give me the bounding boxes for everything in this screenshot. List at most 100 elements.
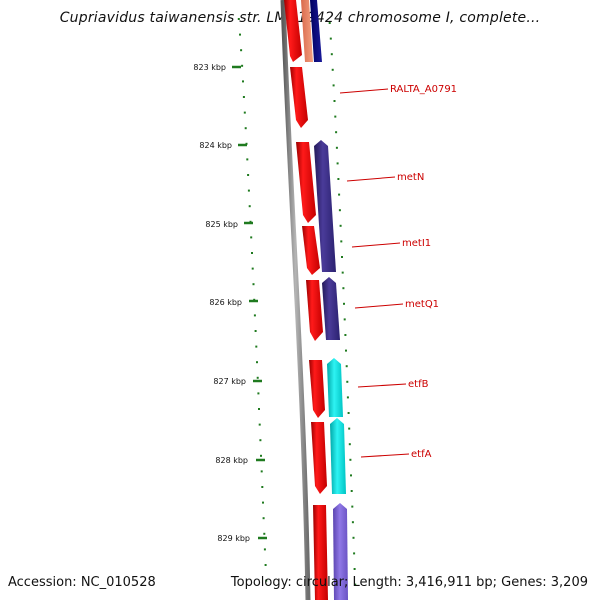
- minor-tick-dot: [344, 334, 347, 336]
- genome-title: Cupriavidus taiwanensis str. LMG19424 ch…: [59, 10, 541, 26]
- gene-label-RALTA_A0791[interactable]: RALTA_A0791: [339, 84, 457, 95]
- gene-label-etfB[interactable]: etfB: [357, 379, 429, 390]
- minor-tick-dot: [351, 505, 354, 508]
- minor-tick-dot: [350, 474, 352, 477]
- minor-tick-dot: [351, 521, 354, 524]
- minor-tick-dot: [330, 53, 333, 56]
- minor-tick-dot: [248, 205, 251, 208]
- forward-gene-etfA[interactable]: [311, 422, 327, 494]
- minor-tick-dot: [350, 490, 353, 492]
- forward-gene-partial-bottom[interactable]: [313, 505, 328, 600]
- minor-tick-dot: [341, 256, 343, 258]
- scale-tick-828: 828 kbp: [215, 456, 265, 465]
- scale-tick-826: 826 kbp: [209, 298, 258, 307]
- minor-tick-dot: [333, 100, 336, 102]
- minor-tick-dot: [354, 583, 357, 586]
- minor-tick-dot: [243, 111, 246, 114]
- minor-tick-dot: [338, 209, 341, 212]
- reverse-gene-partial-top-navy[interactable]: [310, 0, 322, 62]
- reverse-gene-partial-top-salmon[interactable]: [301, 0, 313, 62]
- reverse-gene-cyan-2[interactable]: [330, 418, 346, 494]
- gene-label-text[interactable]: etfA: [411, 449, 432, 460]
- minor-tick-dot: [264, 564, 267, 566]
- minor-tick-dot: [237, 18, 240, 20]
- minor-tick-dot: [331, 68, 334, 71]
- gene-label-metN[interactable]: metN: [346, 172, 424, 183]
- minor-tick-dot: [334, 115, 337, 118]
- minor-tick-dot: [242, 96, 245, 98]
- scale-tick-825: 825 kbp: [205, 220, 253, 229]
- tick-label: 826 kbp: [209, 298, 242, 307]
- tick-label: 824 kbp: [199, 141, 232, 150]
- forward-gene-RALTA_A0791[interactable]: [290, 67, 308, 128]
- minor-tick-dot: [256, 376, 259, 379]
- minor-tick-dot: [341, 271, 344, 274]
- forward-gene-etfB[interactable]: [309, 360, 325, 418]
- reverse-gene-cyan-1[interactable]: [327, 358, 343, 417]
- minor-tick-dot: [335, 146, 338, 149]
- minor-tick-dot: [247, 189, 250, 192]
- gene-label-text[interactable]: metI1: [402, 238, 431, 249]
- gene-label-text[interactable]: etfB: [408, 379, 429, 390]
- minor-tick-dot: [329, 37, 332, 40]
- minor-tick-dot: [342, 287, 345, 290]
- minor-tick-dot: [337, 178, 340, 180]
- minor-tick-dot: [348, 427, 351, 430]
- gene-label-etfA[interactable]: etfA: [360, 449, 432, 460]
- gene-label-metQ1[interactable]: metQ1: [354, 299, 439, 310]
- minor-tick-dot: [240, 49, 243, 52]
- scale-tick-829: 829 kbp: [217, 534, 267, 543]
- forward-gene-metN[interactable]: [296, 142, 316, 223]
- minor-tick-dot: [247, 174, 250, 176]
- reverse-gene-purple-2[interactable]: [322, 277, 340, 340]
- reverse-gene-lavender[interactable]: [333, 503, 348, 600]
- minor-tick-dot: [343, 318, 346, 321]
- minor-tick-dot: [349, 458, 352, 461]
- gene-label-text[interactable]: RALTA_A0791: [390, 84, 457, 95]
- minor-tick-dot: [250, 236, 253, 239]
- minor-tick-dot: [340, 240, 343, 243]
- minor-tick-dot: [346, 380, 349, 383]
- tick-label: 829 kbp: [217, 534, 250, 543]
- genome-backbone: [280, 0, 311, 600]
- minor-tick-dot: [263, 548, 266, 551]
- scale-tick-827: 827 kbp: [213, 377, 262, 386]
- minor-tick-dot: [255, 345, 258, 348]
- minor-tick-dot: [252, 283, 255, 286]
- minor-tick-dot: [345, 365, 348, 368]
- minor-tick-dot: [345, 349, 347, 352]
- minor-tick-dot: [339, 224, 342, 227]
- minor-tick-dot: [343, 302, 345, 305]
- minor-tick-dot: [259, 439, 262, 442]
- minor-tick-dot: [332, 84, 335, 87]
- forward-gene-metI1[interactable]: [302, 226, 320, 275]
- gene-label-text[interactable]: metQ1: [405, 299, 439, 310]
- minor-tick-dot: [242, 80, 244, 83]
- gene-label-metI1[interactable]: metI1: [351, 238, 431, 249]
- minor-tick-dot: [257, 392, 260, 395]
- minor-tick-dot: [251, 267, 254, 270]
- minor-tick-dot: [347, 412, 350, 414]
- minor-tick-dot: [244, 127, 247, 130]
- forward-gene-partial-top[interactable]: [284, 0, 302, 62]
- scale-tick-823: 823 kbp: [193, 63, 241, 72]
- minor-tick-dot: [254, 330, 257, 332]
- minor-tick-dot: [262, 517, 265, 520]
- minor-tick-dot: [265, 579, 268, 582]
- reverse-gene-purple-1[interactable]: [314, 140, 336, 272]
- forward-gene-metQ1[interactable]: [306, 280, 323, 341]
- minor-tick-dot: [328, 22, 331, 24]
- minor-tick-dot: [348, 443, 351, 446]
- minor-tick-dot: [346, 396, 349, 399]
- minor-tick-dot: [336, 162, 339, 165]
- minor-tick-dot: [251, 252, 253, 254]
- minor-tick-dot: [239, 33, 241, 36]
- minor-tick-dot: [261, 486, 264, 488]
- genome-summary-text: Topology: circular; Length: 3,416,911 bp…: [230, 575, 588, 590]
- minor-tick-dot: [263, 532, 266, 535]
- gene-label-text[interactable]: metN: [397, 172, 424, 183]
- scale-tick-824: 824 kbp: [199, 141, 247, 150]
- minor-tick-dot: [353, 552, 356, 555]
